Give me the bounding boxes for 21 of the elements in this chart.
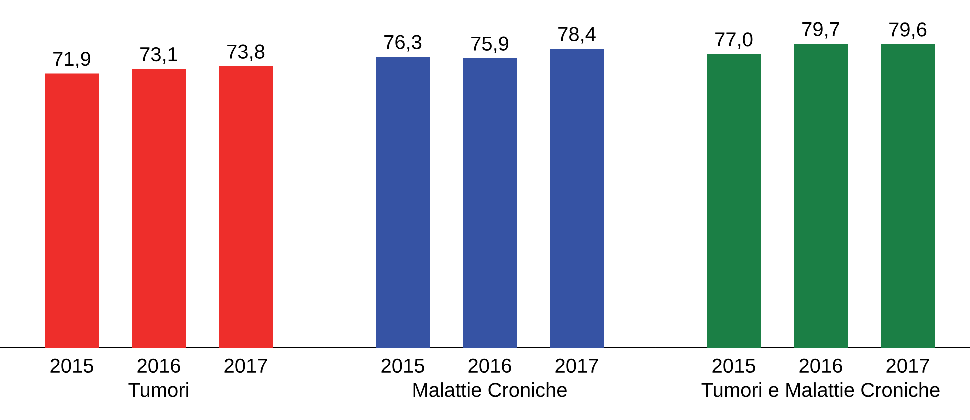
data-label: 73,1 (140, 47, 178, 64)
data-label: 79,7 (802, 22, 840, 39)
data-label: 73,8 (228, 44, 265, 62)
x-axis-title: Tumori (128, 382, 188, 398)
x-tick-label: 2017 (224, 358, 268, 374)
x-tick-label: 2015 (382, 358, 424, 374)
x-axis-title: Malattie Croniche (414, 382, 567, 398)
data-label: 78,4 (558, 27, 596, 44)
data-label: 75,9 (472, 36, 509, 54)
x-tick-label: 2016 (800, 358, 842, 374)
data-label: 77,0 (716, 32, 753, 50)
data-label: 79,6 (890, 22, 927, 40)
data-label: 71,9 (54, 52, 91, 69)
x-tick-label: 2015 (50, 358, 94, 374)
x-tick-label: 2015 (712, 358, 756, 374)
x-tick-label: 2016 (468, 358, 512, 374)
x-tick-label: 2016 (138, 358, 180, 374)
x-axis-title: Tumori e Malattie Croniche (702, 382, 940, 398)
data-label: 76,3 (384, 35, 422, 52)
x-tick-label: 2017 (886, 358, 930, 374)
x-tick-label: 2017 (556, 358, 598, 374)
